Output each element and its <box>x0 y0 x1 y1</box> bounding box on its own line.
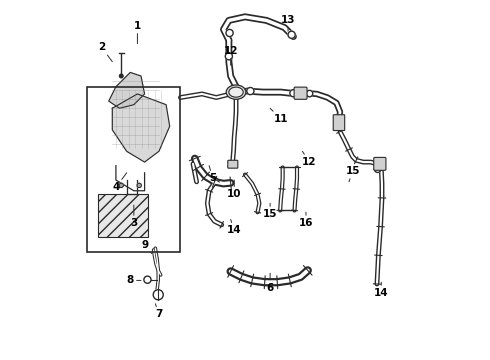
Text: 13: 13 <box>281 15 295 31</box>
FancyBboxPatch shape <box>228 160 238 168</box>
Text: 3: 3 <box>130 205 138 228</box>
Text: 12: 12 <box>302 151 317 167</box>
FancyBboxPatch shape <box>333 115 344 131</box>
Text: 14: 14 <box>227 220 242 235</box>
Circle shape <box>137 183 141 188</box>
Circle shape <box>153 290 163 300</box>
Circle shape <box>120 74 123 78</box>
Polygon shape <box>109 72 145 108</box>
Text: 11: 11 <box>270 108 288 124</box>
Circle shape <box>247 87 254 95</box>
Text: 4: 4 <box>112 173 126 192</box>
Text: 6: 6 <box>267 273 274 293</box>
Circle shape <box>144 276 151 283</box>
Circle shape <box>288 31 295 39</box>
Circle shape <box>225 53 232 60</box>
Bar <box>87 87 180 252</box>
Circle shape <box>290 90 297 97</box>
Polygon shape <box>112 94 170 162</box>
Text: 8: 8 <box>126 275 141 285</box>
Text: 2: 2 <box>98 42 112 62</box>
Text: 14: 14 <box>374 282 389 298</box>
Text: 10: 10 <box>227 180 242 199</box>
Bar <box>98 194 148 237</box>
Text: 12: 12 <box>223 46 238 65</box>
Text: 15: 15 <box>263 203 277 219</box>
FancyBboxPatch shape <box>294 87 307 99</box>
Text: 9: 9 <box>141 239 152 253</box>
Circle shape <box>119 183 123 188</box>
Text: 7: 7 <box>155 304 163 319</box>
Ellipse shape <box>229 87 243 97</box>
Ellipse shape <box>226 85 246 99</box>
Circle shape <box>306 90 313 97</box>
Circle shape <box>374 166 381 172</box>
FancyBboxPatch shape <box>374 157 386 170</box>
Circle shape <box>226 30 233 37</box>
Text: 16: 16 <box>299 212 313 228</box>
Text: 15: 15 <box>345 166 360 182</box>
Text: 5: 5 <box>209 166 217 183</box>
Text: 1: 1 <box>134 21 141 44</box>
